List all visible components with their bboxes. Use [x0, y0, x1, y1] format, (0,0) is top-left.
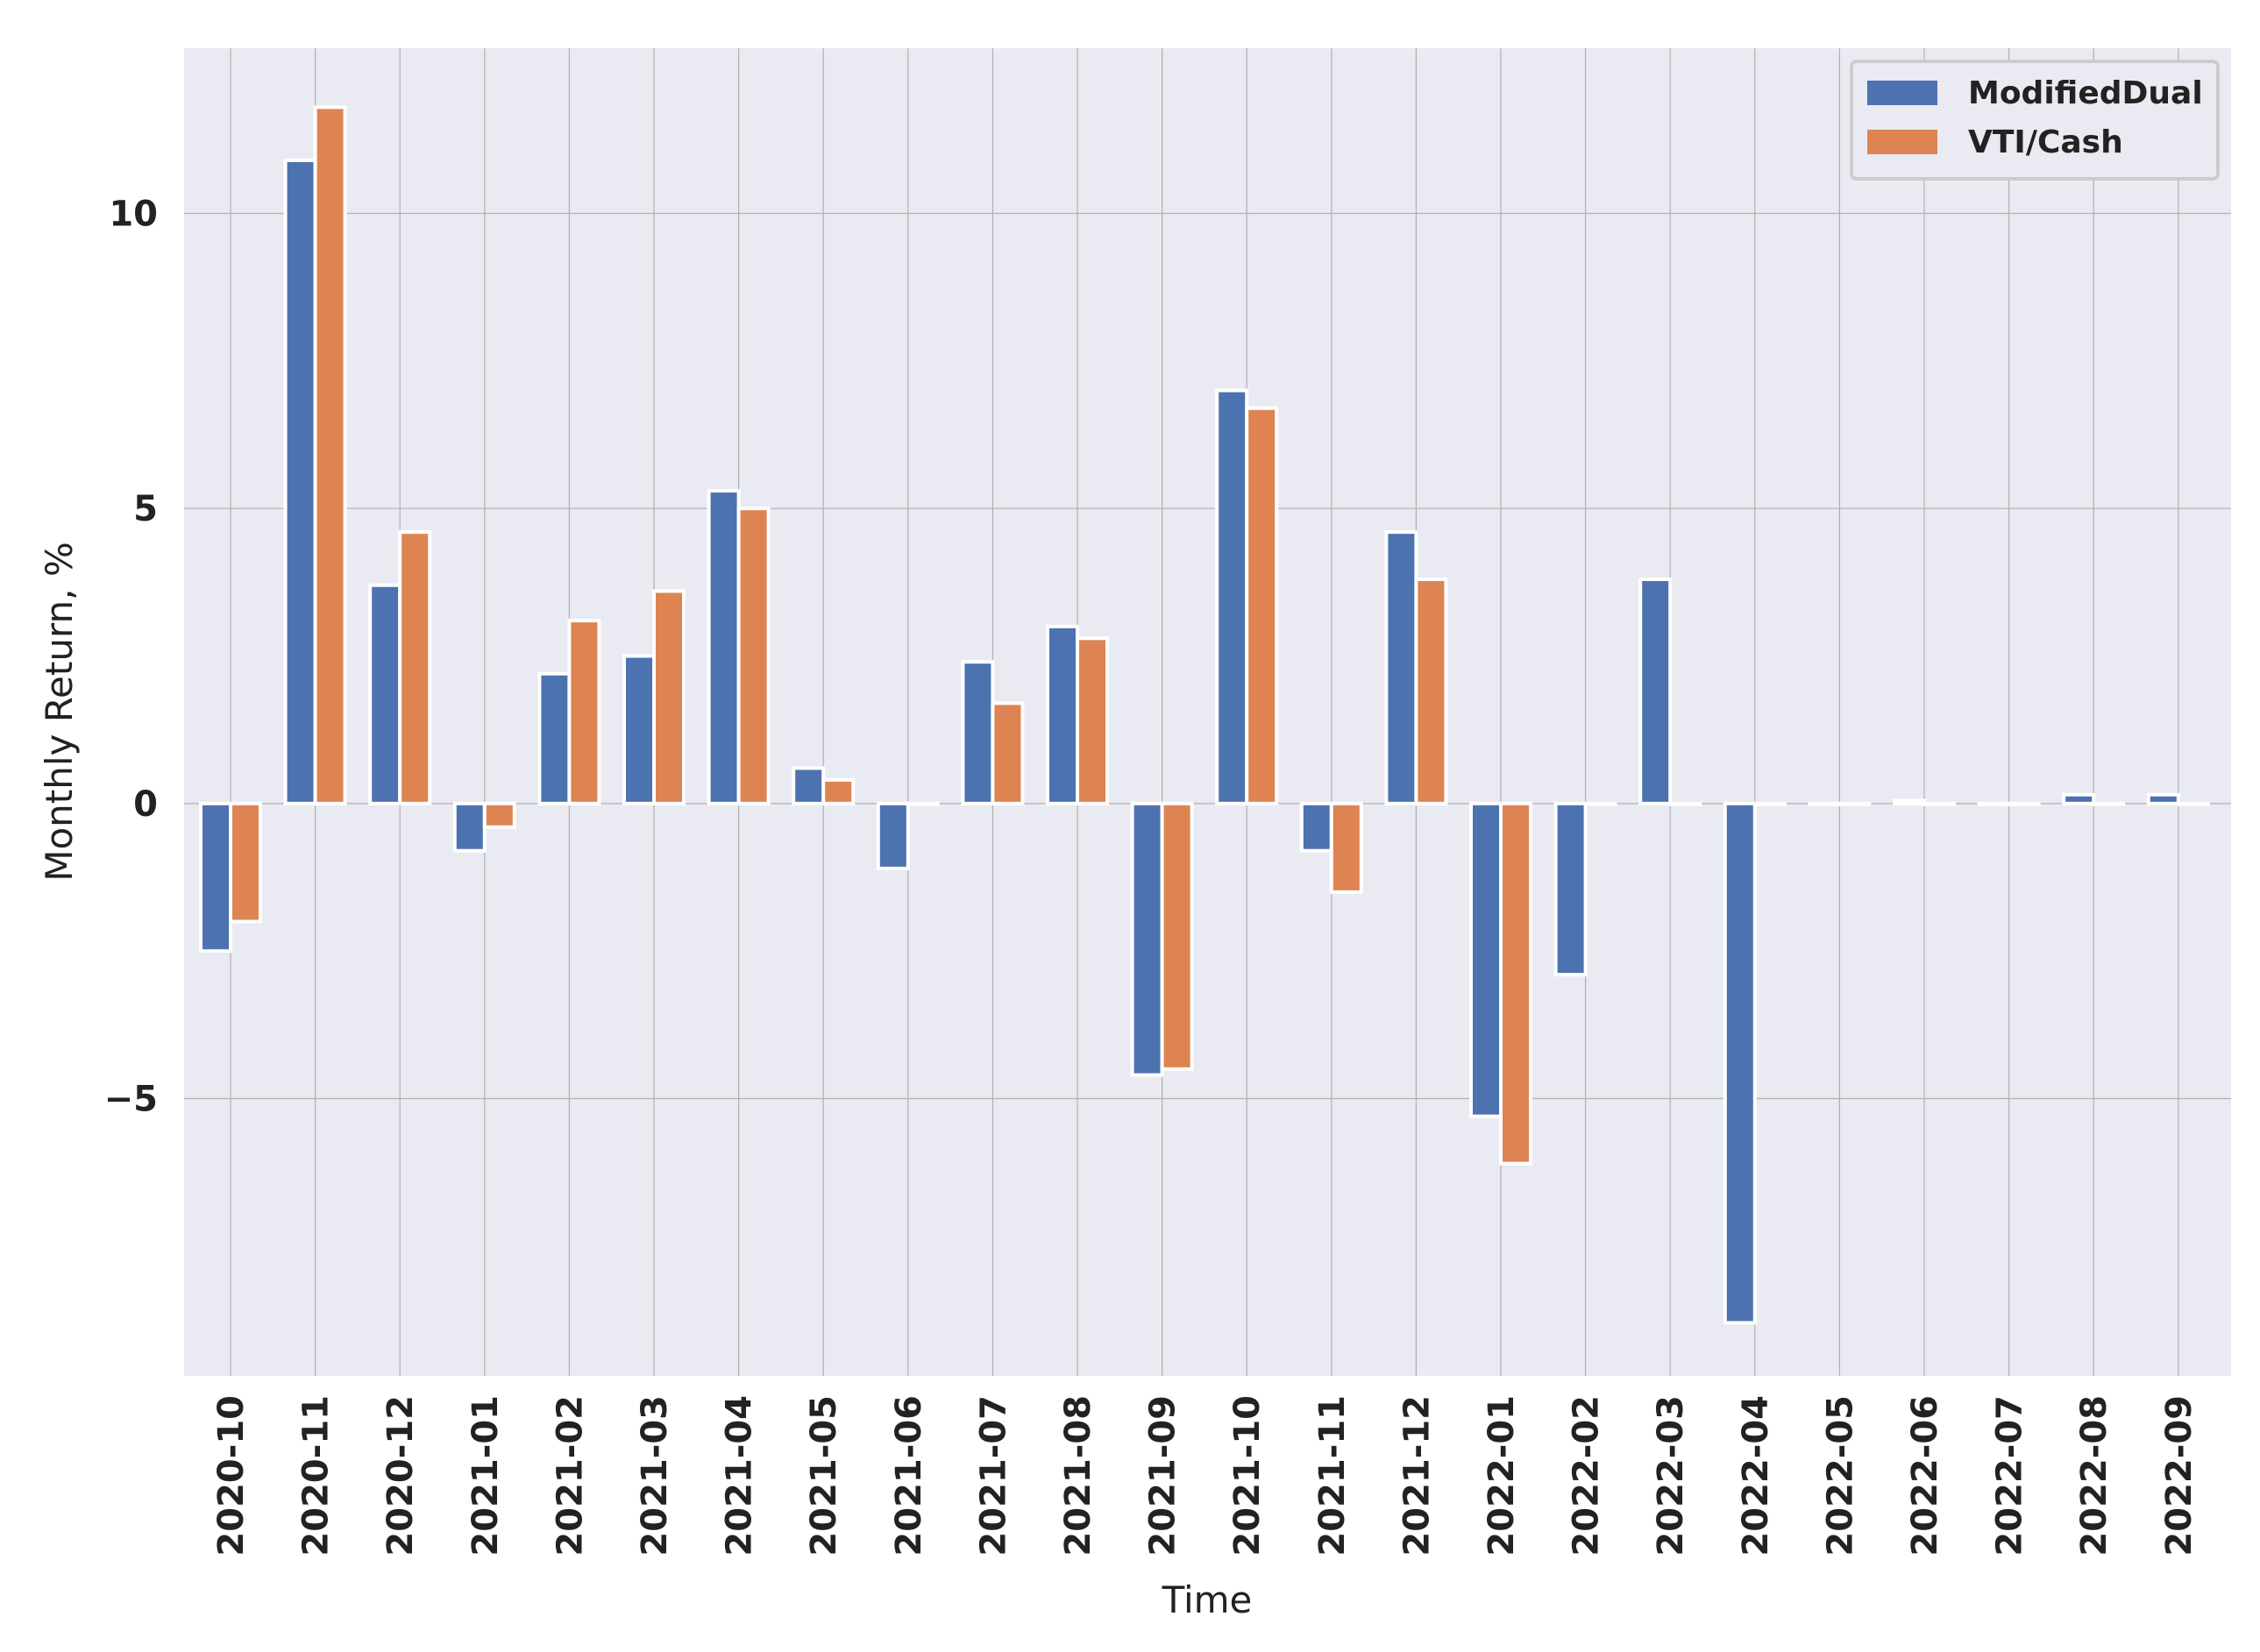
x-tick-label: 2021-01: [466, 1395, 506, 1556]
legend: ModifiedDual VTI/Cash: [1850, 60, 2220, 181]
bar-modifieddual-2021-01: [452, 801, 487, 853]
x-tick-label: 2021-07: [973, 1395, 1013, 1556]
bar-modifieddual-2020-11: [283, 158, 317, 805]
legend-label-vti-cash: VTI/Cash: [1968, 124, 2123, 160]
bar-vti-cash-2021-07: [991, 701, 1025, 805]
y-tick-label: 10: [109, 195, 158, 235]
bar-vti-cash-2021-06: [906, 801, 940, 806]
bar-vti-cash-2022-06: [1922, 801, 1956, 806]
x-tick-label: 2022-04: [1736, 1395, 1776, 1556]
bar-modifieddual-2022-02: [1553, 801, 1588, 977]
bar-vti-cash-2021-05: [821, 777, 856, 805]
bar-modifieddual-2021-03: [622, 654, 656, 805]
x-tick-labels: 2020-10 2020-11 2020-12 2021-01 2021-02 2021-…: [211, 1395, 2200, 1556]
bar-vti-cash-2021-01: [482, 801, 516, 829]
bar-vti-cash-2021-08: [1076, 636, 1109, 805]
bar-modifieddual-2021-04: [707, 489, 741, 805]
x-tick-label: 2021-02: [550, 1395, 590, 1556]
x-tick-label: 2022-06: [1905, 1395, 1945, 1556]
x-tick-label: 2020-11: [296, 1395, 337, 1556]
bar-modifieddual-2022-07: [1977, 801, 2011, 806]
bar-modifieddual-2021-02: [537, 671, 572, 805]
bar-vti-cash-2022-09: [2176, 801, 2210, 806]
bar-modifieddual-2021-05: [792, 766, 826, 805]
bar-vti-cash-2022-04: [1752, 801, 1787, 806]
bar-modifieddual-2022-04: [1723, 801, 1757, 1325]
legend-label-modifieddual: ModifiedDual: [1968, 75, 2203, 111]
x-tick-label: 2022-07: [1990, 1395, 2030, 1556]
bar-modifieddual-2021-09: [1130, 801, 1164, 1077]
y-axis-label: Monthly Return, %: [38, 542, 81, 882]
x-tick-label: 2021-04: [720, 1395, 760, 1556]
x-tick-label: 2021-10: [1227, 1395, 1268, 1556]
x-tick-label: 2022-08: [2074, 1395, 2114, 1556]
x-tick-label: 2022-02: [1567, 1395, 1607, 1556]
bar-vti-cash-2020-12: [398, 530, 432, 805]
bar-modifieddual-2022-03: [1638, 578, 1673, 805]
y-tick-label: 5: [133, 489, 158, 529]
x-tick-label: 2020-12: [380, 1395, 421, 1556]
bar-vti-cash-2021-09: [1160, 801, 1194, 1071]
x-tick-label: 2020-10: [211, 1395, 252, 1556]
x-tick-label: 2021-05: [804, 1395, 844, 1556]
bar-modifieddual-2021-08: [1046, 624, 1079, 805]
bar-vti-cash-2021-10: [1245, 406, 1279, 805]
y-tick-label: 0: [133, 784, 158, 825]
x-tick-label: 2022-03: [1651, 1395, 1691, 1556]
bar-vti-cash-2022-02: [1583, 801, 1617, 806]
bar-vti-cash-2020-10: [229, 801, 262, 924]
bar-vti-cash-2022-08: [2092, 801, 2126, 806]
x-tick-label: 2021-06: [889, 1395, 929, 1556]
bar-modifieddual-2022-09: [2146, 792, 2180, 805]
plot-background: [184, 48, 2231, 1376]
bar-modifieddual-2021-12: [1384, 530, 1418, 805]
bar-vti-cash-2022-03: [1668, 801, 1702, 806]
y-tick-labels: −5 0 5 10: [104, 195, 158, 1120]
bar-modifieddual-2020-10: [199, 801, 232, 954]
bar-vti-cash-2020-11: [313, 105, 347, 805]
x-axis-label: Time: [1162, 1578, 1253, 1621]
x-tick-label: 2022-01: [1482, 1395, 1522, 1556]
bar-vti-cash-2021-04: [736, 507, 771, 805]
legend-box: [1850, 60, 2220, 181]
bar-modifieddual-2022-06: [1893, 798, 1926, 805]
bar-modifieddual-2021-07: [961, 660, 995, 805]
x-tick-label: 2022-05: [1820, 1395, 1860, 1556]
bar-modifieddual-2020-12: [368, 583, 402, 805]
bar-vti-cash-2022-07: [2007, 801, 2041, 806]
bar-vti-cash-2021-02: [567, 619, 601, 805]
bar-modifieddual-2021-11: [1299, 801, 1333, 853]
y-tick-label: −5: [104, 1080, 158, 1120]
x-tick-label: 2021-12: [1397, 1395, 1437, 1556]
legend-swatch-modifieddual: [1867, 81, 1937, 105]
bar-modifieddual-2022-01: [1469, 801, 1503, 1118]
bar-modifieddual-2022-08: [2062, 792, 2096, 805]
bar-modifieddual-2022-05: [1808, 801, 1842, 806]
x-tick-label: 2021-03: [635, 1395, 675, 1556]
x-tick-label: 2022-09: [2159, 1395, 2200, 1556]
bar-modifieddual-2021-10: [1215, 388, 1249, 805]
bar-modifieddual-2021-06: [876, 801, 910, 870]
bar-vti-cash-2021-03: [652, 589, 686, 805]
bar-vti-cash-2021-11: [1329, 801, 1363, 894]
bar-vti-cash-2022-05: [1837, 801, 1872, 806]
legend-swatch-vti-cash: [1867, 130, 1937, 154]
x-tick-label: 2021-11: [1312, 1395, 1353, 1556]
bar-vti-cash-2021-12: [1414, 578, 1448, 805]
x-tick-label: 2021-08: [1058, 1395, 1098, 1556]
x-tick-label: 2021-09: [1143, 1395, 1183, 1556]
bars: [199, 105, 2210, 1325]
bar-vti-cash-2022-01: [1499, 801, 1532, 1166]
